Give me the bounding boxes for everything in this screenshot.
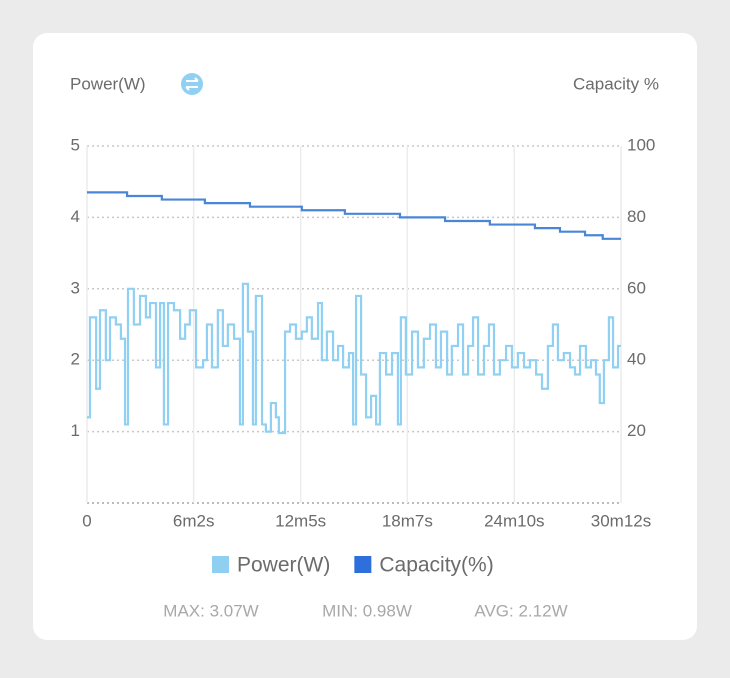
- x-tick-label: 18m7s: [382, 511, 433, 530]
- x-tick-label: 30m12s: [591, 511, 651, 530]
- x-tick-label: 24m10s: [484, 511, 544, 530]
- y-axis-title: Power(W): [70, 74, 146, 93]
- series-line: [87, 191, 621, 240]
- series-line: [87, 282, 621, 435]
- legend-label: Power(W): [237, 554, 330, 577]
- y-tick-label: 5: [71, 135, 80, 154]
- x-tick-label: 0: [82, 511, 91, 530]
- legend-swatch: [212, 556, 229, 573]
- y-tick-label: 4: [71, 207, 80, 226]
- y2-tick-label: 80: [627, 207, 646, 226]
- legend-swatch: [354, 556, 372, 573]
- stat: AVG: 2.12W: [474, 601, 567, 620]
- y2-axis-title: Capacity %: [573, 74, 659, 93]
- y-tick-label: 2: [71, 350, 80, 369]
- y-tick-label: 1: [71, 421, 80, 440]
- x-tick-label: 12m5s: [275, 511, 326, 530]
- legend-label: Capacity(%): [379, 554, 493, 577]
- swap-icon[interactable]: [181, 73, 203, 95]
- y2-tick-label: 100: [627, 135, 655, 154]
- stat: MIN: 0.98W: [322, 601, 412, 620]
- y2-tick-label: 60: [627, 278, 646, 297]
- y2-tick-label: 20: [627, 421, 646, 440]
- x-tick-label: 6m2s: [173, 511, 215, 530]
- y-tick-label: 3: [71, 278, 80, 297]
- card: [33, 33, 697, 640]
- stat: MAX: 3.07W: [163, 601, 258, 620]
- y2-tick-label: 40: [627, 350, 646, 369]
